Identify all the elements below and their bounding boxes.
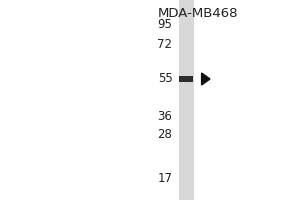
Text: 95: 95	[158, 19, 172, 31]
Text: MDA-MB468: MDA-MB468	[158, 7, 238, 20]
Polygon shape	[202, 73, 210, 85]
Text: 72: 72	[158, 38, 172, 51]
Text: 28: 28	[158, 129, 172, 142]
Bar	[179, 76, 193, 82]
Text: 17: 17	[158, 171, 172, 184]
Bar	[178, 0, 194, 200]
Text: 55: 55	[158, 72, 172, 86]
Text: 36: 36	[158, 110, 172, 123]
